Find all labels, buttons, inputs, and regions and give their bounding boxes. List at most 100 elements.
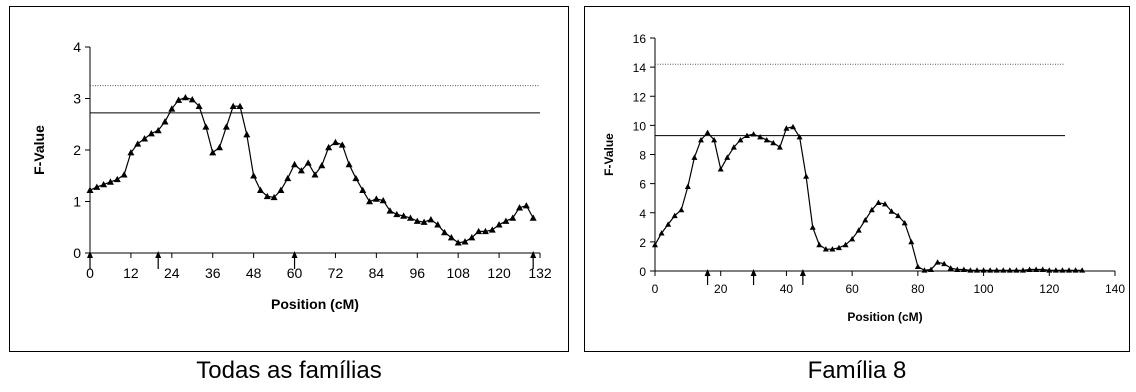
data-point	[447, 234, 455, 241]
data-point	[420, 218, 428, 225]
data-point	[386, 207, 394, 214]
x-tick-label: 96	[409, 265, 425, 281]
y-axis-label: F-Value	[602, 133, 616, 176]
data-point	[318, 161, 326, 169]
data-point	[216, 143, 224, 151]
data-point	[901, 219, 908, 226]
data-point	[181, 93, 189, 101]
data-point	[100, 181, 108, 188]
x-tick-label: 24	[164, 265, 180, 281]
data-point	[1000, 267, 1007, 273]
data-point	[665, 221, 672, 227]
data-point	[243, 131, 251, 138]
data-point	[175, 96, 183, 103]
data-point	[875, 199, 882, 205]
marker-arrowhead	[291, 251, 298, 258]
data-point	[372, 195, 380, 202]
data-point	[379, 196, 387, 204]
data-point	[947, 265, 954, 271]
data-point	[304, 159, 312, 166]
data-point	[836, 244, 842, 251]
data-point	[954, 266, 961, 272]
x-tick-label: 72	[328, 265, 344, 281]
data-point	[195, 102, 203, 110]
data-point	[345, 160, 353, 168]
data-point	[441, 228, 449, 236]
data-point	[934, 259, 941, 265]
y-tick-label: 12	[633, 90, 647, 104]
x-axis-label: Position (cM)	[271, 296, 359, 312]
data-point	[652, 241, 658, 248]
data-point	[209, 149, 217, 156]
data-point	[711, 136, 718, 143]
data-point	[86, 186, 94, 193]
data-point	[338, 141, 346, 148]
data-point	[120, 171, 128, 178]
data-point	[529, 214, 537, 221]
data-point	[744, 132, 750, 138]
data-point	[960, 266, 967, 272]
series-line	[654, 126, 1083, 271]
data-point	[263, 192, 271, 200]
x-tick-label: 120	[487, 265, 511, 281]
y-tick-label: 2	[639, 236, 646, 250]
data-point	[202, 123, 210, 130]
y-tick-label: 2	[73, 142, 81, 158]
data-point	[862, 217, 869, 223]
data-point	[914, 263, 921, 270]
data-point	[297, 167, 305, 174]
x-tick-label: 48	[246, 265, 262, 281]
data-point	[737, 136, 744, 143]
data-point	[141, 135, 149, 142]
data-point	[803, 173, 810, 179]
data-point	[809, 224, 816, 230]
data-point	[127, 149, 135, 156]
data-point	[691, 154, 698, 160]
data-point	[895, 212, 902, 219]
marker-arrowhead	[155, 251, 162, 258]
x-tick-label: 12	[123, 265, 139, 281]
y-tick-label: 0	[639, 265, 646, 279]
data-point	[763, 136, 770, 143]
data-point	[750, 131, 757, 137]
data-point	[495, 221, 503, 228]
data-point	[980, 267, 987, 273]
chart-panel-left: 0 1 2 3 4 0 12 24 36 48 60 72 84 96 108 120 132 Position …	[9, 6, 569, 352]
data-point	[888, 208, 895, 214]
data-point	[188, 96, 196, 103]
data-point	[967, 267, 974, 273]
x-tick-label: 120	[1039, 282, 1059, 296]
y-tick-label: 10	[633, 119, 647, 133]
marker-arrowhead	[750, 269, 757, 276]
series-line	[89, 96, 534, 244]
data-point	[724, 154, 731, 160]
data-point	[698, 136, 704, 143]
data-point	[516, 204, 524, 211]
data-point	[325, 143, 333, 151]
data-point	[311, 171, 319, 178]
marker-arrowhead	[704, 269, 711, 276]
data-point	[822, 246, 829, 252]
y-tick-label: 16	[633, 32, 647, 46]
data-point	[331, 138, 339, 146]
data-point	[684, 183, 691, 189]
data-point	[1020, 267, 1026, 273]
y-tick-label: 8	[639, 149, 646, 163]
data-point	[1026, 266, 1033, 272]
y-tick-label: 3	[73, 91, 81, 107]
x-tick-label: 20	[714, 282, 728, 296]
data-point	[427, 216, 435, 223]
data-point	[393, 210, 401, 218]
x-tick-label: 100	[974, 282, 994, 296]
data-point	[502, 217, 510, 224]
data-point	[236, 102, 244, 110]
data-point	[481, 227, 489, 235]
x-tick-label: 60	[287, 265, 303, 281]
data-point	[941, 260, 948, 267]
data-point	[509, 214, 517, 221]
data-point	[868, 206, 875, 213]
data-point	[770, 139, 777, 146]
x-tick-label: 84	[369, 265, 385, 281]
chart-panel-right: 0 2 4 6 8 10 12 14 16 0 20 40 60 80 100 120 140 Position …	[584, 6, 1130, 352]
